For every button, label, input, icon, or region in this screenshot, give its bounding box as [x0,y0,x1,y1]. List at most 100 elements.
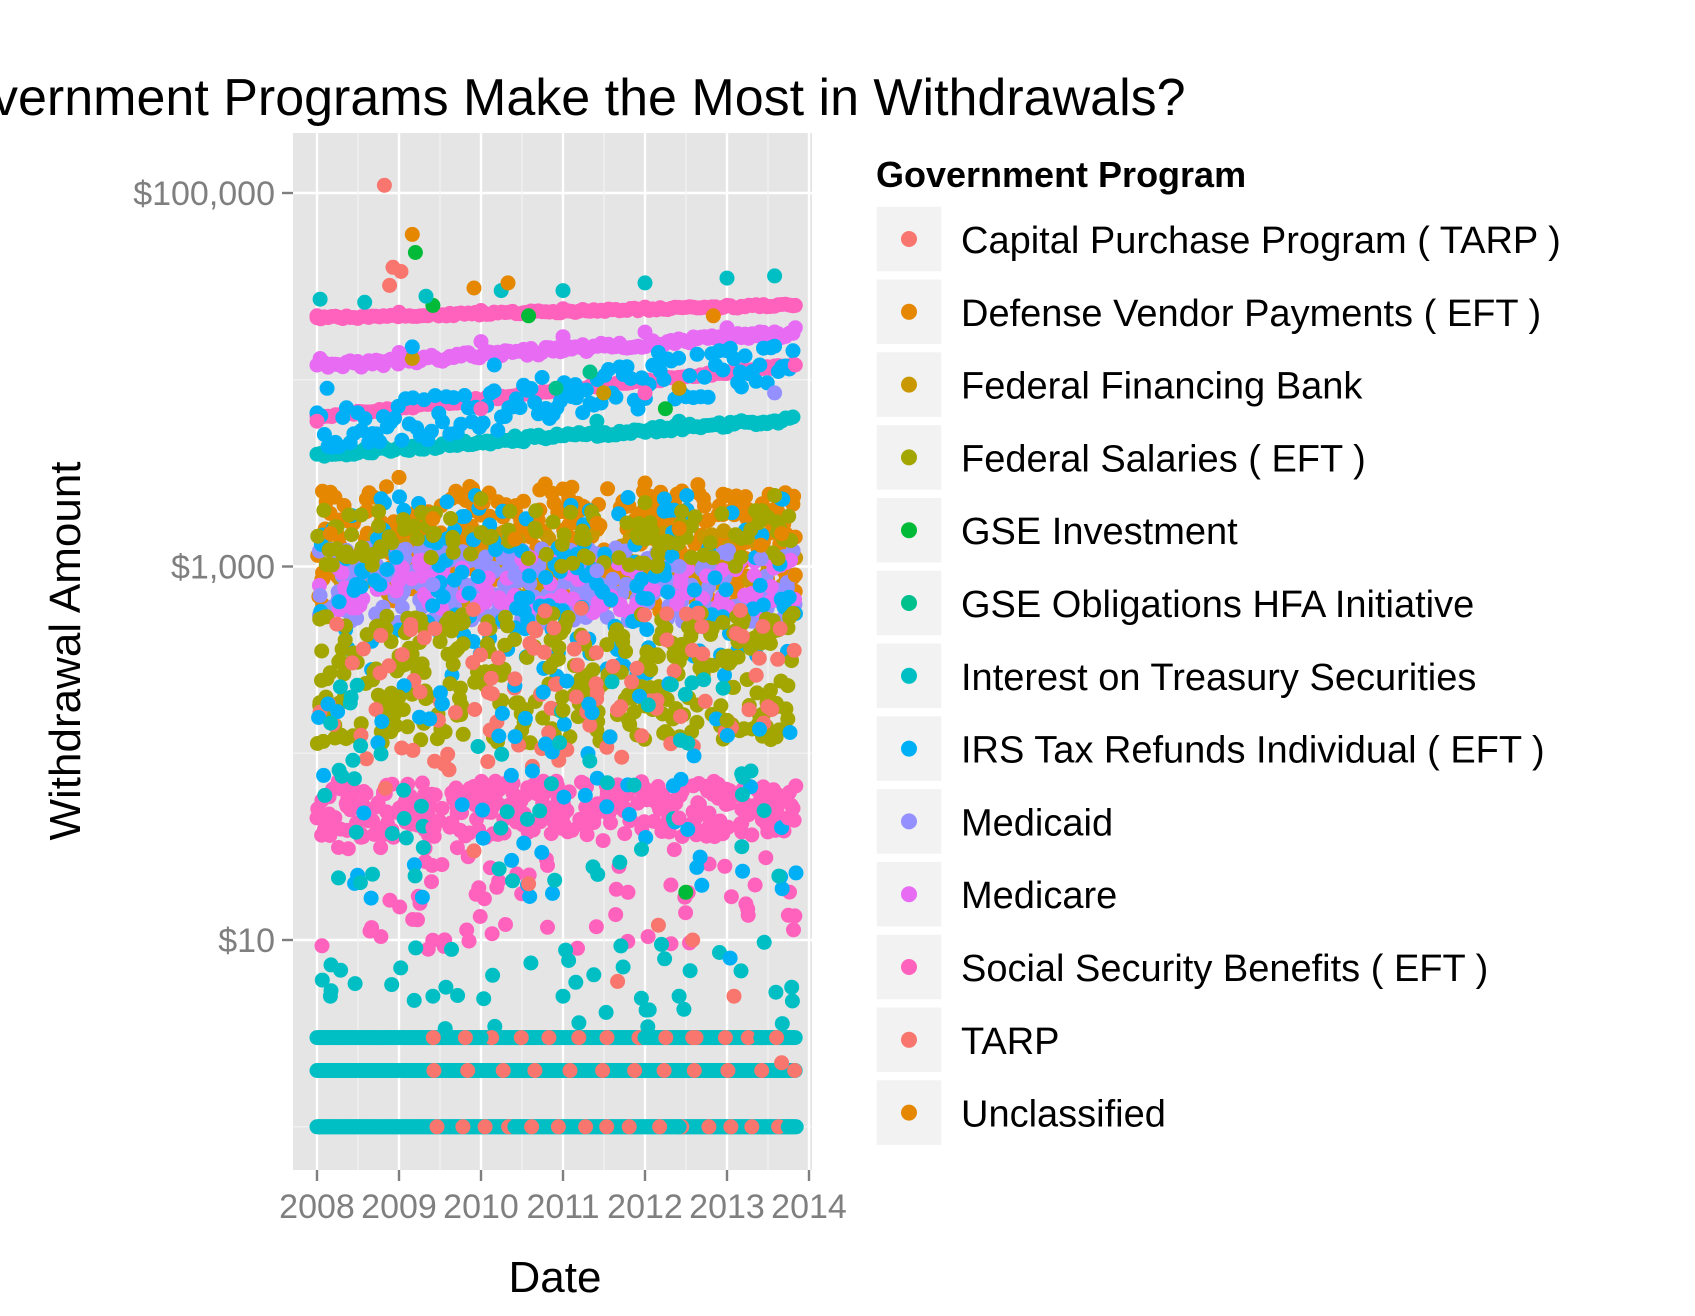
legend-label: Federal Financing Bank [961,366,1363,408]
data-point [312,587,328,603]
data-point [541,1030,557,1046]
data-point [787,297,803,313]
data-point [309,810,325,826]
data-point [393,264,409,279]
data-point [633,990,649,1006]
data-point [686,748,702,764]
data-point [663,877,679,893]
data-point [615,634,631,650]
data-point [429,1119,445,1135]
data-point [620,490,636,505]
data-point [370,687,386,703]
data-points [309,177,804,1135]
data-point [752,721,767,737]
data-point [596,385,612,401]
data-point [602,729,618,745]
data-point [542,659,558,675]
data-point [682,963,698,979]
data-point [423,550,439,565]
chart-title: vernment Programs Make the Most in Withd… [0,69,1186,127]
y-axis-title: Withdrawal Amount [41,461,90,840]
data-point [753,1030,769,1046]
data-point [781,784,797,800]
data-point [696,672,712,688]
data-point [623,371,639,386]
data-point [780,907,796,923]
x-tick-label: 2010 [443,1188,519,1226]
data-point [613,938,629,954]
data-point [734,787,750,803]
data-point [371,518,386,534]
data-point [767,268,783,284]
data-point [770,787,786,803]
data-point [502,503,518,519]
legend-entry: Unclassified [875,1078,1166,1147]
data-point [483,670,499,686]
data-point [366,826,382,842]
data-point [398,830,414,846]
data-point [457,509,473,524]
data-point [374,714,390,730]
data-point [479,582,495,598]
data-point [780,711,796,727]
data-point [589,563,605,579]
data-point [621,1119,637,1135]
data-point [637,495,653,511]
data-point [639,644,655,660]
data-point [404,226,420,242]
data-point [671,559,687,574]
data-point [322,484,338,500]
data-point [705,658,721,673]
data-point [707,570,723,586]
data-point [637,475,653,491]
data-point [400,719,415,735]
data-point [461,933,477,949]
data-point [507,671,523,687]
data-point [787,357,803,373]
data-point [763,732,779,748]
data-point [578,1119,594,1135]
data-point [656,491,672,507]
data-point [589,413,605,429]
legend-entry: Federal Salaries ( EFT ) [875,423,1366,492]
data-point [661,502,677,518]
data-point [362,923,378,939]
data-point [769,803,785,819]
data-point [435,414,450,430]
data-point [555,481,571,497]
data-point [323,957,339,973]
data-point [503,767,519,783]
data-point [545,514,561,530]
data-point [473,303,489,318]
legend-marker [901,886,917,903]
data-point [382,277,398,293]
data-point [392,489,407,505]
data-point [735,863,751,879]
data-point [543,776,559,792]
data-point [649,792,665,807]
data-point [450,988,466,1003]
data-point [733,379,749,395]
data-point [784,979,800,995]
x-tick-label: 2013 [689,1188,765,1226]
data-point [387,410,402,426]
legend-label: Medicare [961,875,1117,917]
data-point [415,840,431,856]
data-point [329,616,345,632]
data-point [638,830,654,845]
data-point [785,409,801,425]
data-point [403,622,419,638]
data-point [483,528,499,544]
data-point [719,654,734,670]
data-point [370,795,386,811]
data-point [717,858,733,874]
data-point [753,416,769,432]
data-point [716,523,732,539]
data-point [373,746,389,762]
data-point [555,283,571,299]
data-point [637,1030,653,1046]
data-point [473,1030,489,1046]
data-point [554,689,570,705]
data-point [720,1063,736,1078]
data-point [546,799,562,815]
